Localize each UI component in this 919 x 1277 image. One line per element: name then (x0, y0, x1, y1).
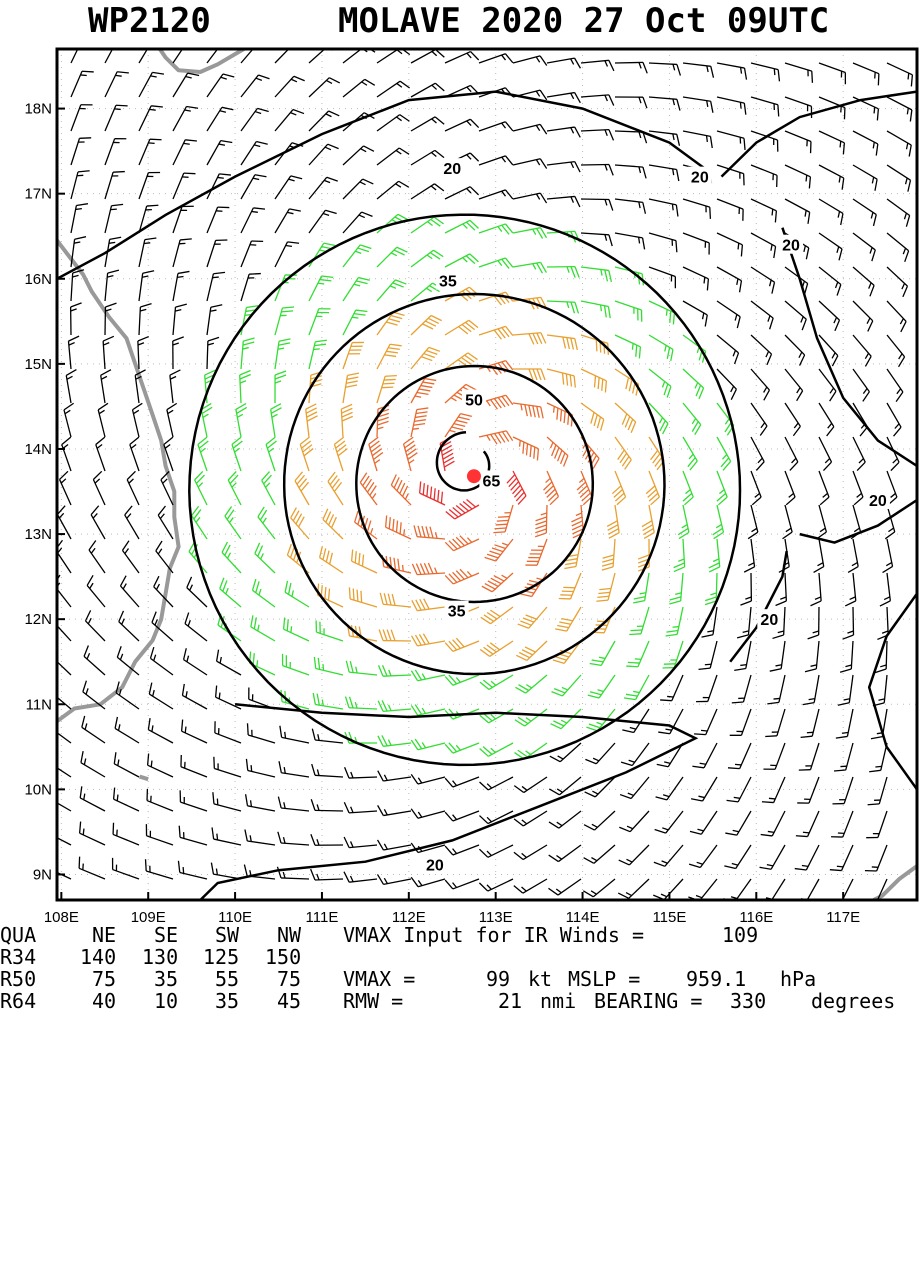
lon-label-110E: 110E (218, 909, 252, 924)
radii-statistics: QUA NE SE SW NW VMAX Input for IR Winds … (0, 924, 919, 1014)
contour-label: 20 (782, 238, 800, 255)
r34-se: 130 (142, 946, 178, 968)
vmax-input-value: 109 (722, 924, 758, 946)
qua-header: QUA (0, 924, 36, 946)
r34-ne: 140 (80, 946, 116, 968)
r64-se: 10 (154, 990, 178, 1012)
bearing-value: 330 (730, 990, 766, 1012)
r64-row: R64 40 10 35 45 RMW = 21 nmi BEARING = 3… (0, 990, 48, 1012)
wind-map: 20 20 20 20 20 20 35 35 50 65 108E 109E 110E 111E 112… (0, 0, 919, 924)
lon-label-109E: 109E (131, 909, 166, 924)
r50-label: R50 (0, 968, 36, 990)
lat-label-11N: 11N (26, 696, 52, 713)
rmw-value: 21 (498, 990, 522, 1012)
lat-label-13N: 13N (24, 526, 52, 543)
contour-label: 35 (439, 273, 457, 290)
contour-label: 20 (760, 612, 778, 629)
mslp-label: MSLP = (568, 968, 640, 990)
latitude-labels: 18N 17N 16N 15N 14N 13N 12N 11N 10N 9N (24, 101, 52, 884)
lat-label-18N: 18N (24, 101, 52, 118)
sw-header: SW (215, 924, 239, 946)
bearing-label: BEARING = (594, 990, 702, 1012)
lat-label-10N: 10N (24, 781, 52, 798)
r50-nw: 75 (277, 968, 301, 990)
rmw-label: RMW = (343, 990, 403, 1012)
lat-label-15N: 15N (24, 356, 52, 373)
lat-label-17N: 17N (24, 186, 52, 203)
rmw-unit: nmi (540, 990, 576, 1012)
bearing-unit: degrees (811, 990, 895, 1012)
longitude-labels: 108E 109E 110E 111E 112E 113E 114E 115E 116E 117E (44, 909, 860, 924)
vmax-value: 99 (486, 968, 510, 990)
contour-label: 35 (448, 604, 466, 621)
vmax-label: VMAX = (343, 968, 415, 990)
lat-label-16N: 16N (24, 271, 52, 288)
r64-nw: 45 (277, 990, 301, 1012)
lon-label-111E: 111E (306, 909, 339, 924)
lon-label-117E: 117E (826, 909, 860, 924)
ne-header: NE (92, 924, 116, 946)
contour-label: 65 (482, 473, 500, 490)
r34-label: R34 (0, 946, 36, 968)
r50-se: 35 (154, 968, 178, 990)
r50-row: R50 75 35 55 75 VMAX = 99 kt MSLP = 959.… (0, 968, 48, 990)
se-header: SE (154, 924, 178, 946)
r50-sw: 55 (215, 968, 239, 990)
vmax-input-label: VMAX Input for IR Winds = (343, 924, 644, 946)
r34-sw: 125 (203, 946, 239, 968)
contour-label: 20 (426, 857, 444, 874)
nw-header: NW (277, 924, 301, 946)
r64-label: R64 (0, 990, 36, 1012)
stats-header-row: QUA NE SE SW NW VMAX Input for IR Winds … (0, 924, 48, 946)
r64-ne: 40 (92, 990, 116, 1012)
lon-label-114E: 114E (566, 909, 600, 924)
contour-label: 20 (869, 493, 887, 510)
mslp-value: 959.1 (686, 968, 746, 990)
r50-ne: 75 (92, 968, 116, 990)
storm-center-marker (467, 469, 481, 483)
r34-row: R34 140 130 125 150 (0, 946, 48, 968)
r34-nw: 150 (265, 946, 301, 968)
contour-label: 20 (443, 161, 461, 178)
lon-label-113E: 113E (479, 909, 513, 924)
vmax-unit: kt (528, 968, 552, 990)
contour-label: 20 (691, 170, 709, 187)
coastline-segment (140, 777, 149, 780)
lon-label-112E: 112E (392, 909, 426, 924)
lat-label-14N: 14N (24, 441, 52, 458)
lon-label-116E: 116E (739, 909, 773, 924)
lon-label-108E: 108E (44, 909, 79, 924)
r64-sw: 35 (215, 990, 239, 1012)
lat-label-9N: 9N (33, 866, 52, 883)
contour-label: 50 (465, 393, 483, 410)
lon-label-115E: 115E (652, 909, 686, 924)
mslp-unit: hPa (780, 968, 816, 990)
lat-label-12N: 12N (24, 611, 52, 628)
